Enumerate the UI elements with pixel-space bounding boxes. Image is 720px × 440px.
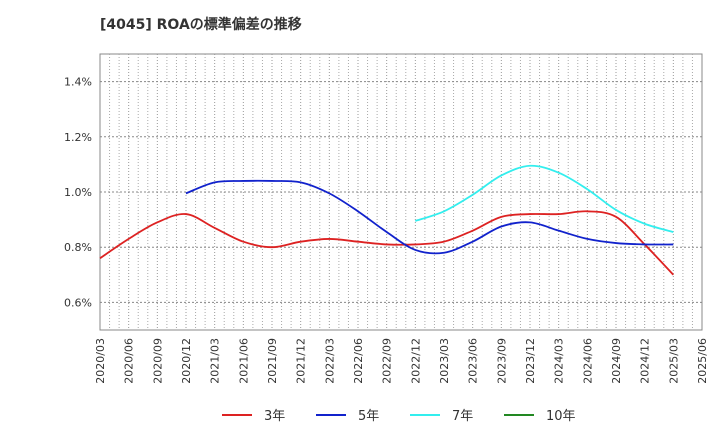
x-tick-label: 2023/03 (438, 338, 451, 384)
y-tick-label: 1.4% (64, 76, 92, 89)
series-line-3 (415, 164, 674, 233)
x-tick-label: 2022/12 (409, 338, 422, 384)
legend: 3年 5年 7年 10年 (222, 409, 576, 424)
x-tick-label: 2024/09 (610, 338, 623, 384)
x-tick-label: 2024/03 (553, 338, 566, 384)
x-tick-label: 2022/09 (381, 338, 394, 384)
x-tick-label: 2022/06 (352, 338, 365, 384)
y-tick-label: 0.8% (64, 241, 92, 254)
x-tick-label: 2023/12 (524, 338, 537, 384)
x-tick-label: 2022/03 (323, 338, 336, 384)
legend-label-3: 7年 (452, 409, 473, 424)
x-tick-label: 2021/12 (295, 338, 308, 384)
chart-title: [4045] ROAの標準偏差の推移 (100, 17, 302, 33)
x-tick-label: 2025/06 (696, 338, 709, 384)
x-tick-label: 2020/09 (151, 338, 164, 384)
x-tick-label: 2024/06 (581, 338, 594, 384)
x-tick-label: 2023/09 (495, 338, 508, 384)
x-tick-label: 2024/12 (639, 338, 652, 384)
x-tick-label: 2021/09 (266, 338, 279, 384)
x-tick-label: 2021/03 (209, 338, 222, 384)
legend-label-2: 5年 (358, 409, 379, 424)
x-tick-label: 2025/03 (667, 338, 680, 384)
series-line-2 (185, 179, 674, 255)
y-tick-label: 1.0% (64, 186, 92, 199)
series-line-1 (99, 210, 674, 276)
x-tick-label: 2020/03 (94, 338, 107, 384)
legend-label-1: 3年 (264, 409, 285, 424)
y-tick-label: 0.6% (64, 296, 92, 309)
plot-area: 0.6% 0.8% 1.0% 1.2% 1.4% 2020/03 2020/06 2020/0… (64, 53, 709, 384)
x-tick-label: 2023/06 (467, 338, 480, 384)
x-tick-label: 2020/06 (123, 338, 136, 384)
x-tick-label: 2020/12 (180, 338, 193, 384)
legend-label-4: 10年 (546, 409, 576, 424)
y-tick-label: 1.2% (64, 131, 92, 144)
x-tick-label: 2021/06 (237, 338, 250, 384)
